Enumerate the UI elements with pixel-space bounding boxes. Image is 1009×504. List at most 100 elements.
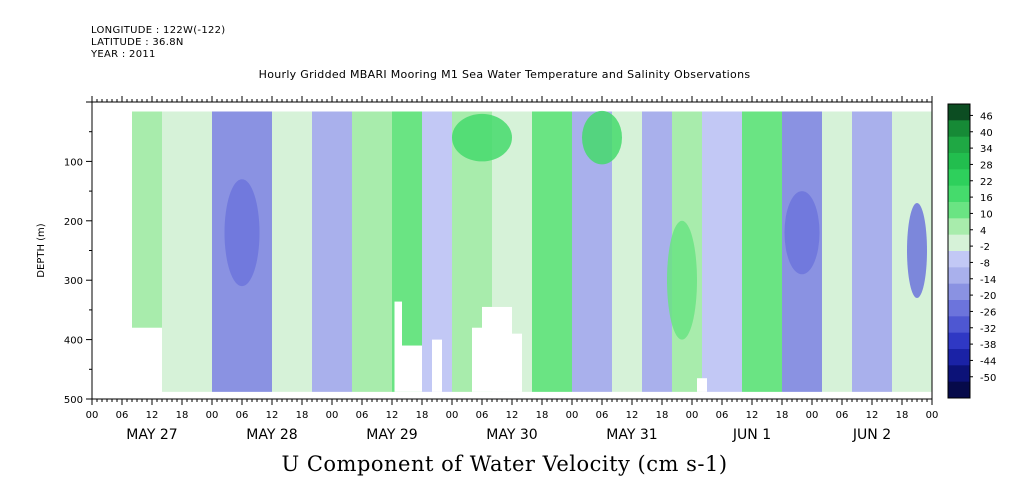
- x-axis-label: U Component of Water Velocity (cm s-1): [281, 452, 728, 476]
- colorbar-label: 16: [980, 193, 993, 204]
- heatmap-blob: [224, 179, 260, 287]
- x-tick-label: 00: [86, 410, 99, 421]
- x-tick-label: 18: [896, 410, 909, 421]
- colorbar-swatch: [948, 349, 970, 366]
- x-tick-label: 12: [146, 410, 159, 421]
- x-tick-label: 00: [566, 410, 579, 421]
- heatmap-blob: [784, 191, 820, 275]
- heatmap-band: [132, 111, 162, 328]
- x-tick-label: 06: [236, 410, 249, 421]
- heatmap-band: [852, 111, 892, 392]
- heatmap-band: [162, 111, 212, 392]
- heatmap-band: [312, 111, 352, 392]
- x-date-label: MAY 31: [606, 427, 657, 443]
- x-tick-label: 12: [626, 410, 639, 421]
- x-tick-label: 18: [656, 410, 669, 421]
- x-tick-label: 18: [416, 410, 429, 421]
- colorbar-swatch: [948, 104, 970, 121]
- colorbar-label: -32: [980, 324, 996, 335]
- heatmap-blob: [907, 202, 927, 299]
- x-tick-label: 06: [116, 410, 129, 421]
- colorbar-label: -44: [980, 356, 996, 367]
- x-tick-label: 00: [926, 410, 939, 421]
- colorbar-swatch: [948, 267, 970, 285]
- x-tick-label: 06: [356, 410, 369, 421]
- colorbar-swatch: [948, 365, 970, 383]
- x-tick-label: 00: [206, 410, 219, 421]
- colorbar-swatch: [948, 120, 970, 138]
- longitude-label: LONGITUDE : 122W(-122): [91, 25, 226, 36]
- missing-data-gap: [394, 301, 402, 392]
- x-tick-label: 12: [386, 410, 399, 421]
- colorbar-label: 46: [980, 111, 993, 122]
- colorbar-label: -14: [980, 275, 996, 286]
- heatmap-band: [642, 111, 672, 392]
- colorbar-swatch: [948, 300, 970, 317]
- colorbar-swatch: [948, 202, 970, 219]
- heatmap-band: [532, 111, 572, 392]
- heatmap-band: [612, 111, 642, 392]
- colorbar-swatch: [948, 251, 970, 268]
- x-tick-label: 06: [716, 410, 729, 421]
- heatmap-band: [742, 111, 782, 392]
- colorbar-label: 4: [980, 226, 986, 237]
- x-tick-label: 18: [296, 410, 309, 421]
- x-tick-label: 12: [866, 410, 879, 421]
- heatmap-band: [352, 111, 392, 392]
- axes: 00 06 12 18 00 06 12 18 00 06 12 18 00 06 12 18 00 06 12 18…: [64, 96, 938, 443]
- x-tick-label: 18: [176, 410, 189, 421]
- colorbar-label: 40: [980, 128, 993, 139]
- x-date-label: MAY 27: [126, 427, 177, 443]
- x-tick-label: 00: [806, 410, 819, 421]
- missing-data-gap: [472, 327, 482, 392]
- colorbar-swatch: [948, 316, 970, 334]
- colorbar-swatch: [948, 153, 970, 170]
- x-date-label: MAY 30: [486, 427, 537, 443]
- missing-data-gap: [432, 339, 442, 392]
- x-tick-label: 06: [836, 410, 849, 421]
- x-tick-label: 06: [476, 410, 489, 421]
- colorbar-swatch: [948, 332, 970, 350]
- heatmap-band: [822, 111, 852, 392]
- y-axis-label: DEPTH (m): [36, 223, 47, 277]
- colorbar-label: -20: [980, 291, 996, 302]
- heatmap-blob: [452, 113, 512, 162]
- missing-data-gap: [402, 345, 422, 392]
- colorbar-swatch: [948, 185, 970, 203]
- y-tick-label: 200: [64, 217, 83, 228]
- colorbar-label: 34: [980, 144, 993, 155]
- year-label: YEAR : 2011: [91, 49, 156, 60]
- x-tick-label: 18: [776, 410, 789, 421]
- missing-data-gap: [512, 333, 522, 392]
- colorbar-swatch: [948, 218, 970, 236]
- x-tick-label: 12: [266, 410, 279, 421]
- colorbar-label: 22: [980, 177, 993, 188]
- x-tick-label: 12: [746, 410, 759, 421]
- colorbar: 46 40 34 28 22 16 10 4 -2 -8 -14 -20 -26 -32 -38 -44 -50: [947, 103, 996, 399]
- x-tick-label: 00: [686, 410, 699, 421]
- colorbar-label: -26: [980, 307, 996, 318]
- colorbar-swatch: [948, 381, 970, 399]
- colorbar-label: 10: [980, 209, 993, 220]
- colorbar-swatch: [948, 169, 970, 187]
- heatmap-blob: [582, 110, 622, 165]
- colorbar-label: -2: [980, 242, 990, 253]
- x-date-label: JUN 1: [732, 427, 771, 443]
- colorbar-label: -38: [980, 340, 996, 351]
- x-date-label: JUN 2: [852, 427, 891, 443]
- colorbar-label: -8: [980, 258, 990, 269]
- colorbar-label: 28: [980, 160, 993, 171]
- x-date-label: MAY 28: [246, 427, 297, 443]
- missing-data-gap: [482, 306, 512, 392]
- x-tick-label: 12: [506, 410, 519, 421]
- x-tick-label: 18: [536, 410, 549, 421]
- latitude-label: LATITUDE : 36.8N: [91, 37, 184, 48]
- heatmap-band: [702, 111, 742, 392]
- x-date-label: MAY 29: [366, 427, 417, 443]
- colorbar-frame: [947, 103, 971, 399]
- heatmap-field: [132, 110, 932, 392]
- colorbar-swatch: [948, 283, 970, 301]
- y-tick-label: 500: [64, 395, 83, 406]
- colorbar-label: -50: [980, 373, 996, 384]
